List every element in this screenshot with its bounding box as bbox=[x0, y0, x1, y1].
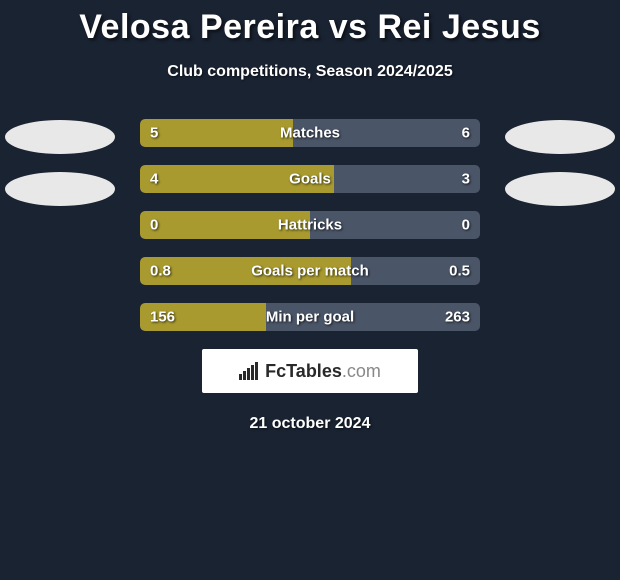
stat-value-left: 156 bbox=[150, 309, 175, 326]
bar-chart-icon bbox=[239, 362, 258, 380]
stat-row: 0.8 Goals per match 0.5 bbox=[140, 257, 480, 285]
stat-value-left: 0.8 bbox=[150, 263, 171, 280]
stat-row: 156 Min per goal 263 bbox=[140, 303, 480, 331]
logo-text: FcTables.com bbox=[265, 361, 381, 382]
stat-value-right: 263 bbox=[445, 309, 470, 326]
avatar-ellipse bbox=[505, 120, 615, 154]
page-title: Velosa Pereira vs Rei Jesus bbox=[0, 0, 620, 47]
stat-value-right: 6 bbox=[462, 125, 470, 142]
stat-value-left: 4 bbox=[150, 171, 158, 188]
stat-label: Matches bbox=[280, 125, 340, 142]
subtitle: Club competitions, Season 2024/2025 bbox=[0, 63, 620, 81]
stat-label: Min per goal bbox=[266, 309, 354, 326]
stat-value-right: 0 bbox=[462, 217, 470, 234]
stat-row: 0 Hattricks 0 bbox=[140, 211, 480, 239]
logo-text-suffix: .com bbox=[342, 361, 381, 381]
stat-value-right: 0.5 bbox=[449, 263, 470, 280]
stat-label: Goals bbox=[289, 171, 331, 188]
chart-date: 21 october 2024 bbox=[0, 415, 620, 433]
stat-row: 4 Goals 3 bbox=[140, 165, 480, 193]
stat-value-left: 0 bbox=[150, 217, 158, 234]
stat-bar-left-fill bbox=[140, 119, 293, 147]
avatar-ellipse bbox=[5, 120, 115, 154]
logo-text-main: FcTables bbox=[265, 361, 342, 381]
avatar-ellipse bbox=[505, 172, 615, 206]
stat-row: 5 Matches 6 bbox=[140, 119, 480, 147]
fctables-logo: FcTables.com bbox=[202, 349, 418, 393]
stat-label: Goals per match bbox=[251, 263, 369, 280]
stat-value-left: 5 bbox=[150, 125, 158, 142]
stat-value-right: 3 bbox=[462, 171, 470, 188]
avatar-ellipse bbox=[5, 172, 115, 206]
stat-label: Hattricks bbox=[278, 217, 342, 234]
